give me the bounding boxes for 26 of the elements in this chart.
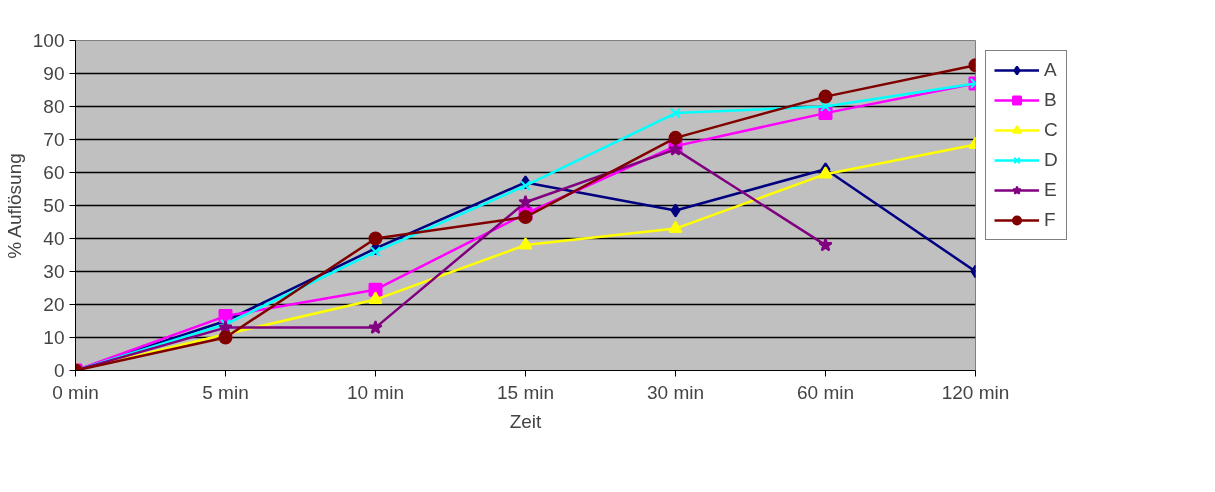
legend-label: A xyxy=(1044,59,1057,81)
y-tick-label: 40 xyxy=(43,228,65,249)
y-tick-label: 80 xyxy=(43,96,65,117)
legend-label: D xyxy=(1044,149,1058,171)
x-tick-label: 5 min xyxy=(202,381,249,403)
x-tick-label: 15 min xyxy=(496,381,555,403)
x-axis-title: Zeit xyxy=(509,410,543,432)
x-tick-label: 10 min xyxy=(346,381,405,403)
legend-label: C xyxy=(1044,119,1058,141)
y-tick-label: 0 xyxy=(53,360,65,381)
y-tick-label: 90 xyxy=(43,63,65,84)
x-tick-label: 120 min xyxy=(941,381,1010,403)
legend-label: B xyxy=(1044,89,1057,111)
x-tick-label: 60 min xyxy=(796,381,855,403)
x-tick-label: 0 min xyxy=(52,381,99,403)
y-tick-label: 60 xyxy=(43,162,65,183)
y-tick-label: 50 xyxy=(43,195,65,216)
y-tick-label: 100 xyxy=(32,30,65,51)
y-axis-title: % Auflösung xyxy=(3,153,25,259)
y-tick-label: 10 xyxy=(43,327,65,348)
x-tick-label: 30 min xyxy=(646,381,705,403)
y-tick-label: 20 xyxy=(43,294,65,315)
y-tick-label: 30 xyxy=(43,261,65,282)
y-tick-label: 70 xyxy=(43,129,65,150)
legend-label: E xyxy=(1044,179,1057,201)
legend-label: F xyxy=(1044,209,1056,231)
